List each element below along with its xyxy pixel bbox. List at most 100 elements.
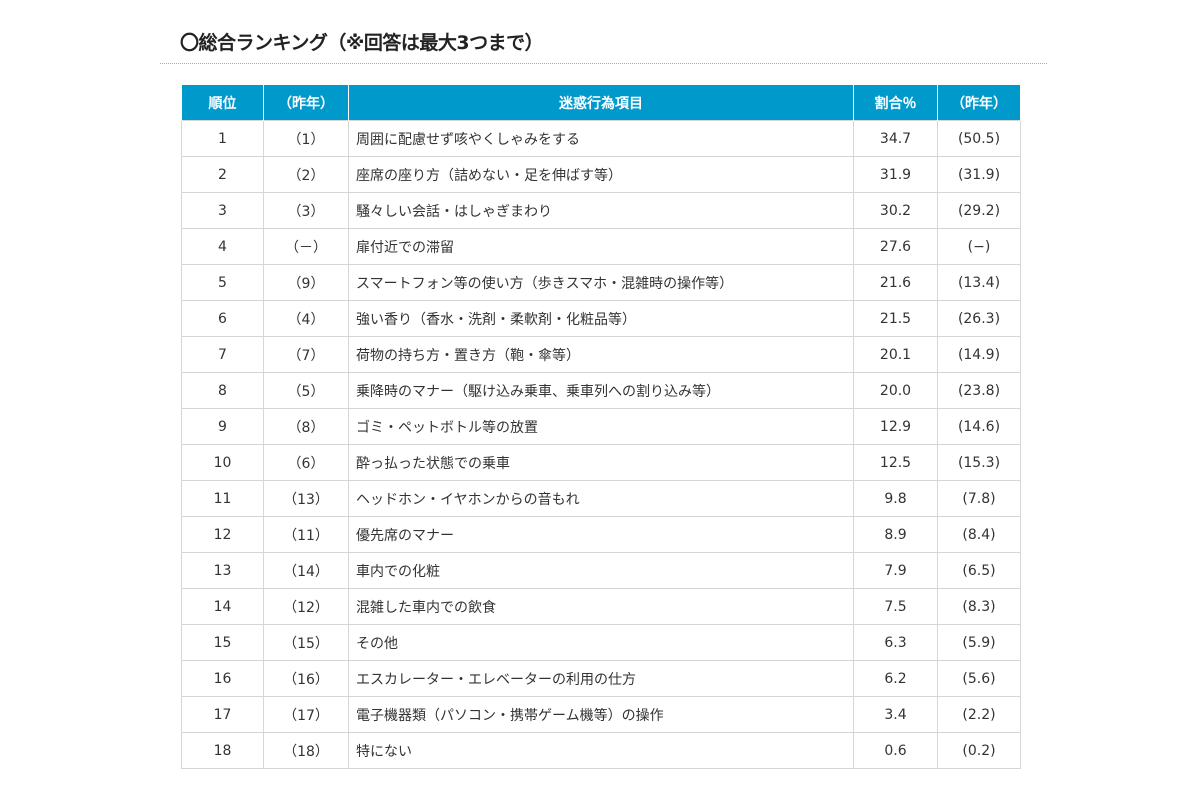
item-cell: 扉付近での滞留 xyxy=(348,228,854,265)
rank-cell: 1 xyxy=(181,120,264,157)
table-row: 9 （8） ゴミ・ペットボトル等の放置 12.9 (14.6) xyxy=(181,408,1021,445)
ranking-table: 順位 （昨年） 迷惑行為項目 割合％ （昨年） 1 （1） 周囲に配慮せず咳やくしゃ… xyxy=(181,85,1021,769)
table-row: 3 （3） 騒々しい会話・はしゃぎまわり 30.2 (29.2) xyxy=(181,192,1021,229)
table-row: 10 （6） 酔っ払った状態での乗車 12.5 (15.3) xyxy=(181,444,1021,481)
percent-cell: 7.9 xyxy=(853,552,938,589)
table-row: 11 （13） ヘッドホン・イヤホンからの音もれ 9.8 (7.8) xyxy=(181,480,1021,517)
table-row: 7 （7） 荷物の持ち方・置き方（鞄・傘等） 20.1 (14.9) xyxy=(181,336,1021,373)
percent-cell: 30.2 xyxy=(853,192,938,229)
prev-percent-cell: (13.4) xyxy=(937,264,1021,301)
percent-cell: 7.5 xyxy=(853,588,938,625)
page-title: 〇総合ランキング（※回答は最大3つまで） xyxy=(180,32,544,54)
prev-rank-cell: （18） xyxy=(263,732,349,769)
rank-cell: 12 xyxy=(181,516,264,553)
prev-percent-cell: (7.8) xyxy=(937,480,1021,517)
table-row: 15 （15） その他 6.3 (5.9) xyxy=(181,624,1021,661)
table-row: 2 （2） 座席の座り方（詰めない・足を伸ばす等） 31.9 (31.9) xyxy=(181,156,1021,193)
item-cell: 騒々しい会話・はしゃぎまわり xyxy=(348,192,854,229)
prev-rank-cell: （2） xyxy=(263,156,349,193)
item-cell: ヘッドホン・イヤホンからの音もれ xyxy=(348,480,854,517)
rank-cell: 13 xyxy=(181,552,264,589)
item-cell: 周囲に配慮せず咳やくしゃみをする xyxy=(348,120,854,157)
item-cell: その他 xyxy=(348,624,854,661)
percent-cell: 12.9 xyxy=(853,408,938,445)
percent-cell: 12.5 xyxy=(853,444,938,481)
item-cell: 座席の座り方（詰めない・足を伸ばす等） xyxy=(348,156,854,193)
rank-cell: 3 xyxy=(181,192,264,229)
percent-cell: 34.7 xyxy=(853,120,938,157)
prev-rank-cell: （7） xyxy=(263,336,349,373)
rank-cell: 6 xyxy=(181,300,264,337)
prev-rank-cell: （8） xyxy=(263,408,349,445)
prev-rank-cell: （12） xyxy=(263,588,349,625)
rank-cell: 8 xyxy=(181,372,264,409)
prev-percent-cell: (23.8) xyxy=(937,372,1021,409)
table-row: 5 （9） スマートフォン等の使い方（歩きスマホ・混雑時の操作等） 21.6 (13.4… xyxy=(181,264,1021,301)
rank-cell: 4 xyxy=(181,228,264,265)
prev-percent-cell: (5.6) xyxy=(937,660,1021,697)
prev-rank-cell: （1） xyxy=(263,120,349,157)
rank-cell: 2 xyxy=(181,156,264,193)
header-prev-rank: （昨年） xyxy=(263,85,349,121)
table-header-row: 順位 （昨年） 迷惑行為項目 割合％ （昨年） xyxy=(181,85,1021,121)
table-row: 8 （5） 乗降時のマナー（駆け込み乗車、乗車列への割り込み等） 20.0 (23.8) xyxy=(181,372,1021,409)
percent-cell: 21.5 xyxy=(853,300,938,337)
prev-rank-cell: （4） xyxy=(263,300,349,337)
prev-rank-cell: （16） xyxy=(263,660,349,697)
prev-percent-cell: (−) xyxy=(937,228,1021,265)
prev-rank-cell: （3） xyxy=(263,192,349,229)
prev-percent-cell: (8.3) xyxy=(937,588,1021,625)
table-row: 18 （18） 特にない 0.6 (0.2) xyxy=(181,732,1021,769)
divider xyxy=(160,63,1047,64)
percent-cell: 20.1 xyxy=(853,336,938,373)
prev-rank-cell: （6） xyxy=(263,444,349,481)
table-row: 17 （17） 電子機器類（パソコン・携帯ゲーム機等）の操作 3.4 (2.2) xyxy=(181,696,1021,733)
prev-percent-cell: (6.5) xyxy=(937,552,1021,589)
item-cell: 乗降時のマナー（駆け込み乗車、乗車列への割り込み等） xyxy=(348,372,854,409)
prev-percent-cell: (50.5) xyxy=(937,120,1021,157)
percent-cell: 21.6 xyxy=(853,264,938,301)
rank-cell: 15 xyxy=(181,624,264,661)
table-row: 13 （14） 車内での化粧 7.9 (6.5) xyxy=(181,552,1021,589)
prev-percent-cell: (31.9) xyxy=(937,156,1021,193)
rank-cell: 17 xyxy=(181,696,264,733)
percent-cell: 9.8 xyxy=(853,480,938,517)
table-row: 16 （16） エスカレーター・エレベーターの利用の仕方 6.2 (5.6) xyxy=(181,660,1021,697)
percent-cell: 3.4 xyxy=(853,696,938,733)
header-prev-percent: （昨年） xyxy=(937,85,1021,121)
rank-cell: 18 xyxy=(181,732,264,769)
prev-rank-cell: （11） xyxy=(263,516,349,553)
item-cell: 電子機器類（パソコン・携帯ゲーム機等）の操作 xyxy=(348,696,854,733)
prev-rank-cell: （15） xyxy=(263,624,349,661)
prev-percent-cell: (29.2) xyxy=(937,192,1021,229)
item-cell: 酔っ払った状態での乗車 xyxy=(348,444,854,481)
percent-cell: 6.2 xyxy=(853,660,938,697)
rank-cell: 16 xyxy=(181,660,264,697)
item-cell: 混雑した車内での飲食 xyxy=(348,588,854,625)
prev-rank-cell: （5） xyxy=(263,372,349,409)
table-row: 1 （1） 周囲に配慮せず咳やくしゃみをする 34.7 (50.5) xyxy=(181,120,1021,157)
item-cell: ゴミ・ペットボトル等の放置 xyxy=(348,408,854,445)
prev-rank-cell: （－） xyxy=(263,228,349,265)
prev-percent-cell: (14.9) xyxy=(937,336,1021,373)
table-row: 12 （11） 優先席のマナー 8.9 (8.4) xyxy=(181,516,1021,553)
prev-percent-cell: (14.6) xyxy=(937,408,1021,445)
prev-percent-cell: (26.3) xyxy=(937,300,1021,337)
item-cell: 特にない xyxy=(348,732,854,769)
header-percent: 割合％ xyxy=(853,85,938,121)
header-item: 迷惑行為項目 xyxy=(348,85,854,121)
percent-cell: 20.0 xyxy=(853,372,938,409)
item-cell: エスカレーター・エレベーターの利用の仕方 xyxy=(348,660,854,697)
prev-rank-cell: （9） xyxy=(263,264,349,301)
percent-cell: 31.9 xyxy=(853,156,938,193)
item-cell: スマートフォン等の使い方（歩きスマホ・混雑時の操作等） xyxy=(348,264,854,301)
table-row: 14 （12） 混雑した車内での飲食 7.5 (8.3) xyxy=(181,588,1021,625)
percent-cell: 6.3 xyxy=(853,624,938,661)
prev-percent-cell: (2.2) xyxy=(937,696,1021,733)
rank-cell: 11 xyxy=(181,480,264,517)
prev-rank-cell: （17） xyxy=(263,696,349,733)
header-rank: 順位 xyxy=(181,85,264,121)
percent-cell: 27.6 xyxy=(853,228,938,265)
prev-rank-cell: （14） xyxy=(263,552,349,589)
rank-cell: 7 xyxy=(181,336,264,373)
